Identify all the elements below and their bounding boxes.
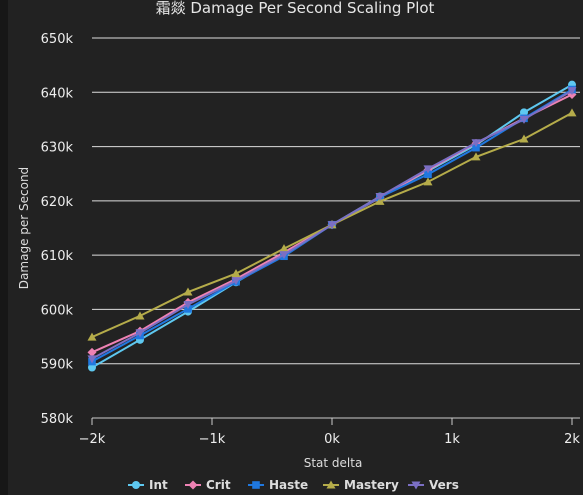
- data-point: [567, 108, 577, 117]
- y-tick-label: 640k: [41, 86, 74, 101]
- y-tick-label: 600k: [41, 303, 74, 318]
- data-point: [183, 287, 193, 296]
- legend-item-vers[interactable]: Vers: [408, 478, 459, 492]
- y-tick-label: 590k: [41, 358, 74, 373]
- data-point: [423, 177, 433, 186]
- series-vers: [87, 87, 577, 364]
- x-axis-label: Stat delta: [304, 456, 363, 470]
- data-point: [375, 193, 385, 202]
- x-tick-label: −2k: [79, 432, 106, 447]
- data-point: [471, 139, 481, 148]
- data-point: [519, 115, 529, 124]
- x-axis: −2k −1k 0k 1k 2k: [79, 417, 580, 447]
- left-edge-strip: [0, 0, 8, 495]
- legend-marker: [132, 481, 140, 489]
- data-point: [520, 108, 528, 117]
- legend-marker: [188, 480, 198, 490]
- legend-label: Mastery: [344, 478, 399, 492]
- y-tick-label: 630k: [41, 141, 74, 156]
- legend-marker: [411, 481, 421, 490]
- data-point: [472, 143, 480, 152]
- data-point: [424, 170, 432, 179]
- x-tick-label: 2k: [564, 432, 580, 447]
- series-layer: [87, 80, 577, 372]
- legend-item-haste[interactable]: Haste: [248, 478, 308, 492]
- data-point: [87, 347, 97, 357]
- data-point: [279, 251, 289, 260]
- y-axis-ticks: 580k 590k 600k 610k 620k 630k 640k 650k: [41, 32, 74, 427]
- legend-item-int[interactable]: Int: [128, 478, 168, 492]
- data-point: [279, 244, 289, 253]
- legend-label: Vers: [429, 478, 459, 492]
- data-point: [471, 152, 481, 161]
- legend-marker: [326, 480, 336, 489]
- chart-title: 霜燚 Damage Per Second Scaling Plot: [156, 0, 435, 17]
- data-point: [87, 355, 97, 364]
- data-point: [231, 277, 241, 286]
- data-point: [135, 329, 145, 338]
- y-tick-label: 650k: [41, 32, 74, 47]
- legend-label: Crit: [206, 478, 231, 492]
- data-point: [327, 221, 337, 230]
- y-axis-label: Damage per Second: [17, 167, 31, 289]
- data-point: [567, 87, 577, 96]
- x-tick-label: 0k: [324, 432, 340, 447]
- data-point: [87, 332, 97, 341]
- data-point: [423, 165, 433, 174]
- legend: Int Crit Haste Mastery Vers: [128, 478, 459, 492]
- x-tick-label: 1k: [444, 432, 460, 447]
- legend-label: Haste: [269, 478, 308, 492]
- y-tick-label: 580k: [41, 412, 74, 427]
- data-point: [135, 311, 145, 320]
- legend-label: Int: [149, 478, 168, 492]
- y-tick-label: 620k: [41, 195, 74, 210]
- data-point: [88, 363, 96, 372]
- legend-item-crit[interactable]: Crit: [185, 478, 231, 492]
- data-point: [183, 301, 193, 310]
- y-tick-label: 610k: [41, 249, 74, 264]
- legend-marker: [252, 481, 260, 489]
- data-point: [519, 134, 529, 143]
- data-point: [231, 269, 241, 278]
- legend-item-mastery[interactable]: Mastery: [323, 478, 399, 492]
- x-tick-label: −1k: [199, 432, 226, 447]
